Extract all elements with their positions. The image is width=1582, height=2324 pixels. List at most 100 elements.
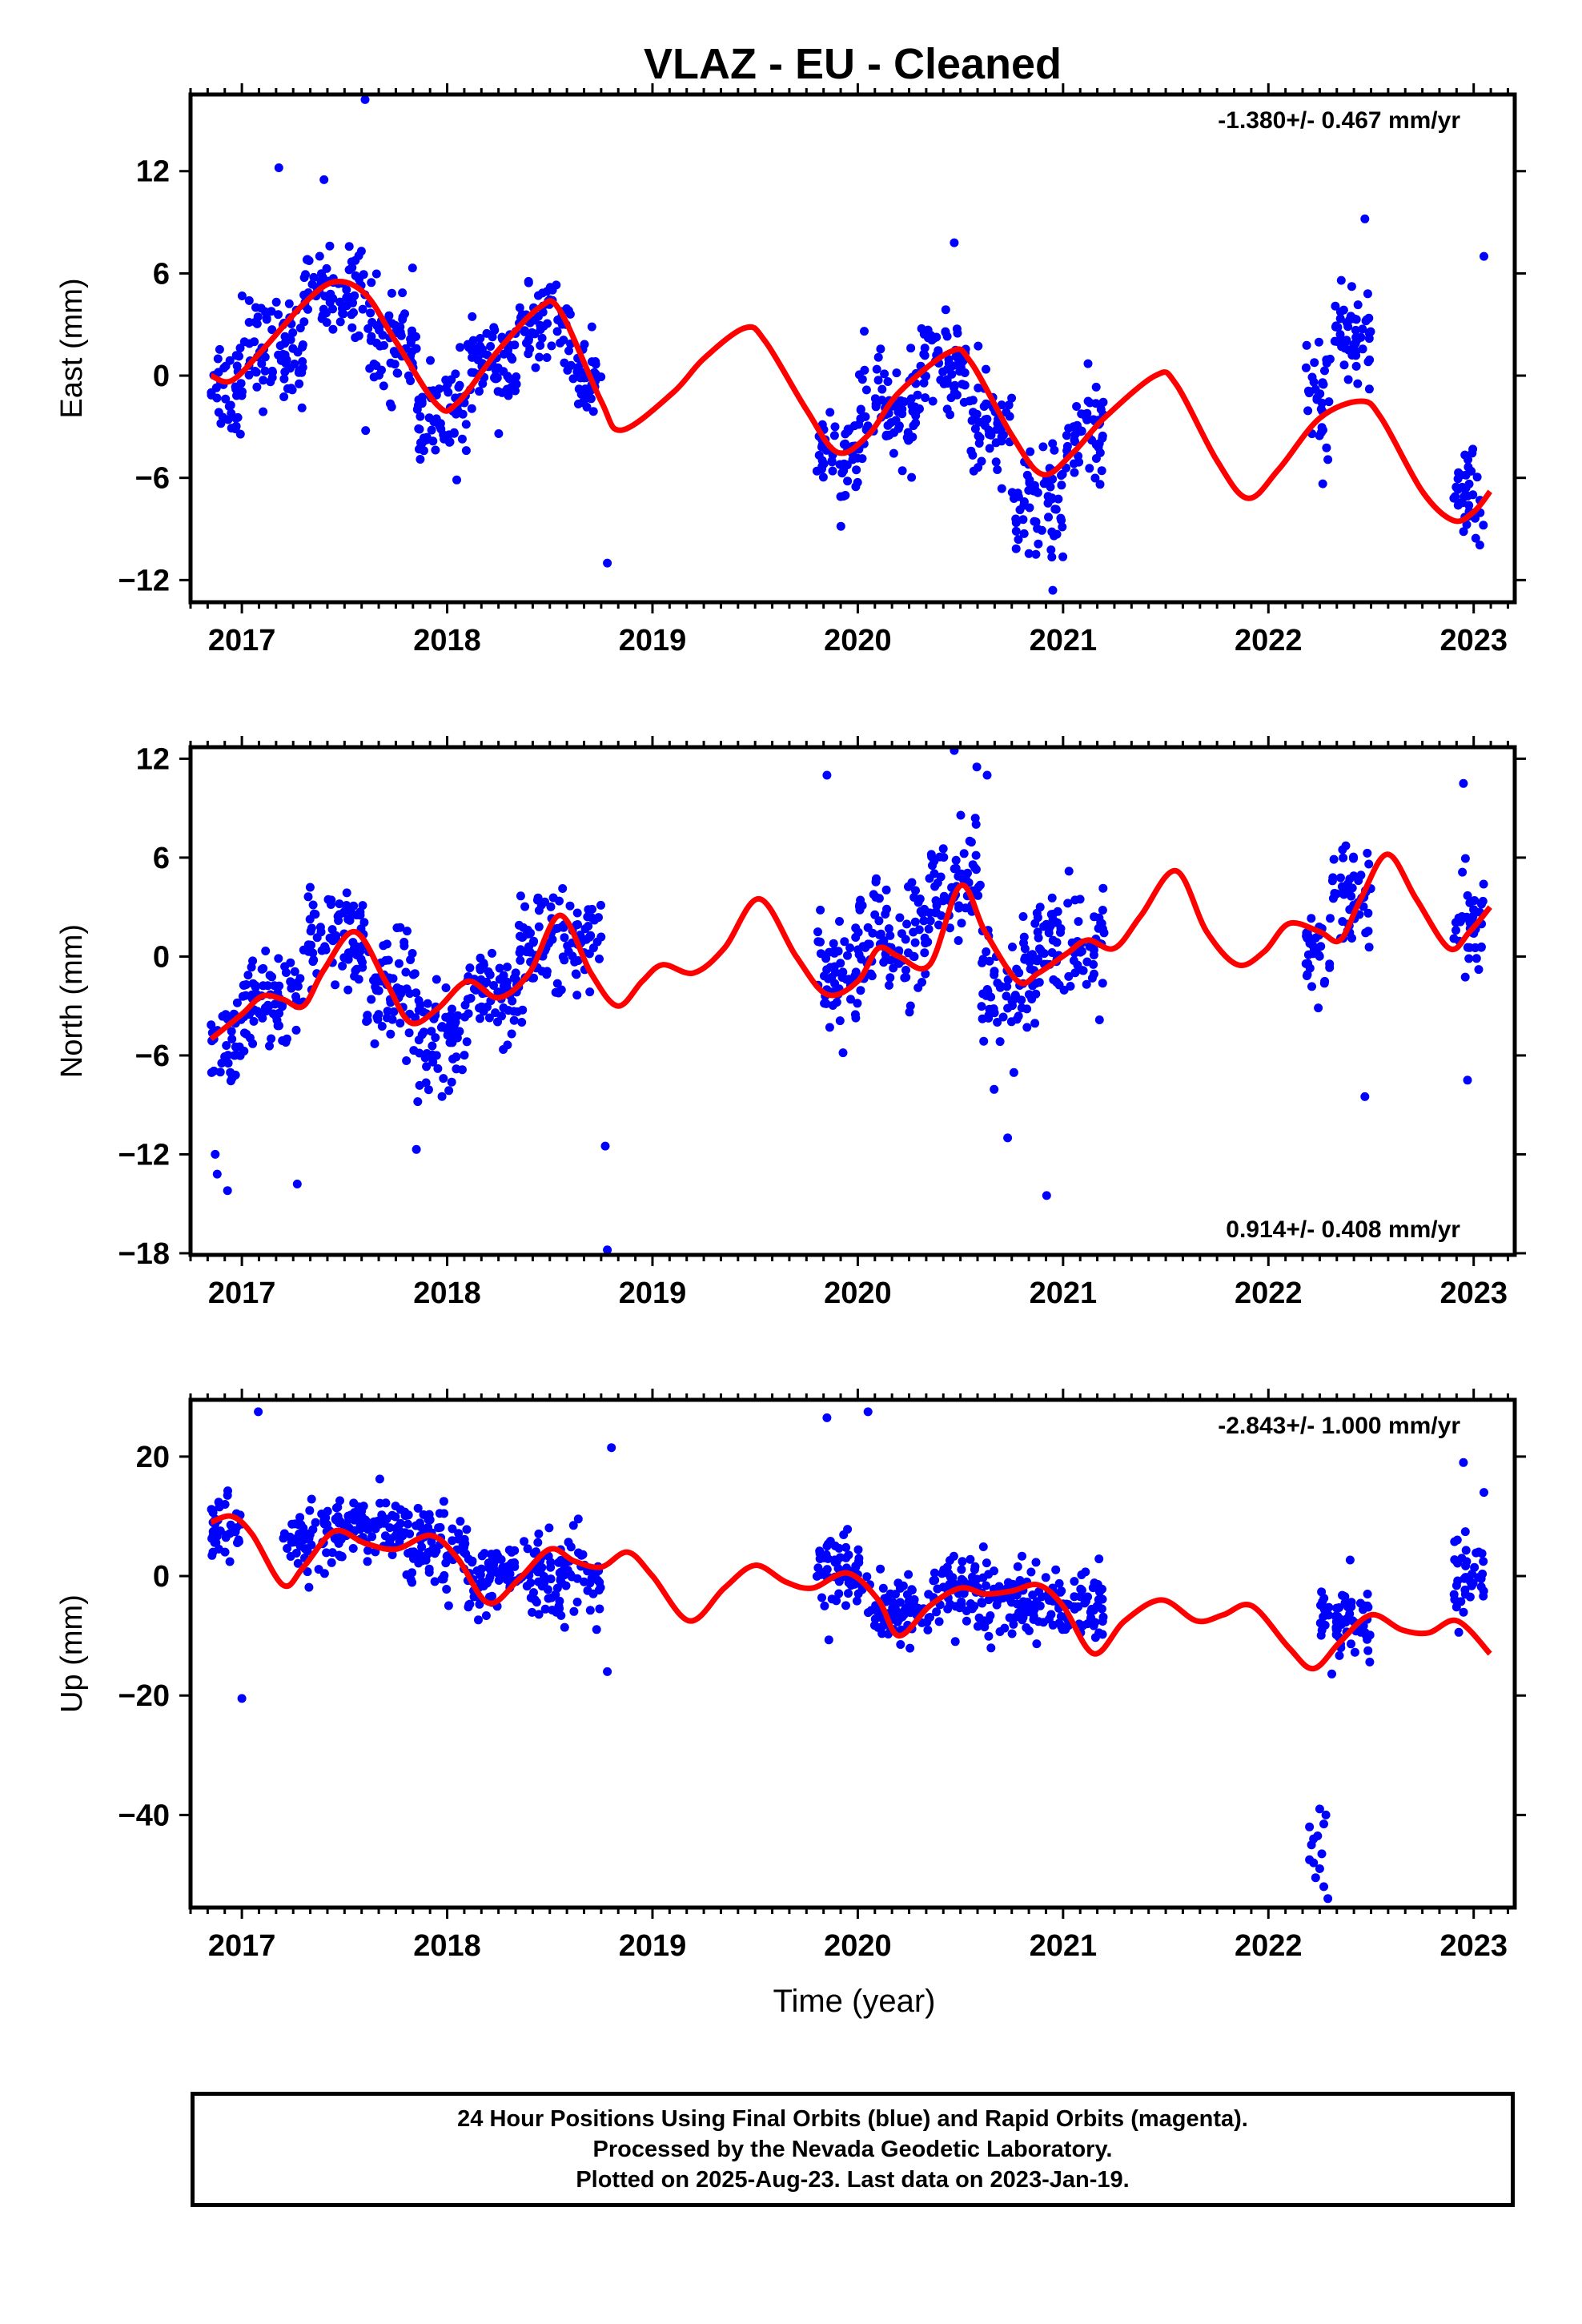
east-data-point bbox=[274, 310, 283, 320]
east-data-point bbox=[468, 352, 477, 362]
up-data-point bbox=[1094, 1628, 1104, 1638]
up-data-point bbox=[384, 1534, 394, 1543]
north-data-point bbox=[389, 1007, 399, 1016]
north-data-point bbox=[400, 938, 409, 947]
north-data-point bbox=[930, 856, 939, 866]
up-data-point bbox=[592, 1625, 601, 1634]
north-data-point bbox=[286, 977, 295, 987]
east-data-point bbox=[515, 303, 524, 312]
north-data-point bbox=[558, 884, 568, 893]
north-data-point bbox=[227, 1035, 237, 1043]
east-data-point bbox=[873, 352, 883, 362]
north-data-point bbox=[484, 1013, 494, 1023]
up-data-point bbox=[878, 1583, 888, 1593]
north-data-point bbox=[507, 1029, 516, 1039]
north-data-point bbox=[356, 955, 366, 964]
north-data-point bbox=[493, 987, 503, 997]
up-data-point bbox=[225, 1529, 235, 1538]
up-data-point bbox=[560, 1622, 569, 1632]
east-data-point bbox=[1005, 412, 1014, 421]
east-data-point bbox=[398, 288, 408, 298]
north-data-point bbox=[959, 849, 969, 858]
east-data-point bbox=[969, 466, 978, 476]
east-outlier-point bbox=[950, 238, 959, 247]
north-data-point bbox=[954, 901, 964, 911]
east-data-point bbox=[1468, 490, 1478, 500]
up-data-point bbox=[462, 1525, 472, 1534]
east-data-point bbox=[857, 454, 867, 464]
east-data-point bbox=[1033, 488, 1042, 497]
north-data-point bbox=[885, 980, 893, 990]
north-data-point bbox=[882, 904, 891, 914]
up-data-point bbox=[305, 1506, 315, 1515]
up-data-point bbox=[973, 1622, 982, 1631]
up-data-point bbox=[444, 1601, 453, 1610]
east-data-point bbox=[1083, 396, 1093, 406]
north-data-point bbox=[931, 908, 941, 918]
north-data-point bbox=[491, 1008, 500, 1018]
east-data-point bbox=[468, 312, 477, 321]
up-data-point bbox=[1021, 1600, 1030, 1610]
east-data-point bbox=[1454, 498, 1464, 508]
east-data-point bbox=[1050, 505, 1060, 514]
up-data-point bbox=[839, 1530, 849, 1539]
north-data-point bbox=[921, 969, 930, 979]
north-data-point bbox=[223, 1059, 233, 1068]
north-data-point bbox=[1452, 926, 1460, 935]
up-data-point bbox=[926, 1613, 934, 1622]
up-data-point bbox=[569, 1606, 579, 1616]
east-data-point bbox=[1062, 431, 1071, 440]
up-data-point bbox=[929, 1576, 938, 1586]
up-data-point bbox=[1051, 1565, 1061, 1574]
north-outlier-point bbox=[1459, 778, 1468, 788]
east-x-tick-label: 2021 bbox=[1030, 624, 1098, 657]
up-data-point bbox=[534, 1529, 544, 1538]
up-data-point bbox=[1054, 1578, 1064, 1588]
east-data-point bbox=[431, 445, 440, 455]
east-data-point bbox=[1019, 497, 1029, 506]
north-data-point bbox=[816, 905, 825, 915]
up-data-point bbox=[851, 1562, 861, 1572]
north-data-point bbox=[267, 1034, 276, 1043]
east-velocity-annotation: -1.380+/- 0.467 mm/yr bbox=[1218, 107, 1460, 134]
east-data-point bbox=[1453, 485, 1463, 494]
up-x-tick-label: 2019 bbox=[619, 1929, 687, 1963]
north-data-point bbox=[504, 1006, 513, 1015]
north-data-point bbox=[901, 935, 910, 944]
east-data-point bbox=[456, 343, 465, 352]
east-x-tick-label: 2020 bbox=[824, 624, 892, 657]
east-data-point bbox=[508, 355, 517, 364]
north-data-point bbox=[265, 971, 275, 980]
east-data-point bbox=[991, 438, 1001, 448]
east-y-tick-label: 12 bbox=[136, 155, 170, 189]
north-data-point bbox=[904, 948, 913, 958]
up-data-point bbox=[375, 1498, 384, 1508]
up-data-point bbox=[1041, 1573, 1050, 1582]
north-data-point bbox=[207, 1020, 216, 1030]
up-data-point bbox=[580, 1577, 588, 1586]
east-data-point bbox=[921, 393, 930, 403]
up-data-point bbox=[465, 1599, 475, 1609]
up-data-point bbox=[413, 1503, 423, 1513]
north-data-point bbox=[548, 893, 558, 903]
north-data-point bbox=[588, 943, 598, 953]
east-data-point bbox=[952, 324, 962, 334]
up-data-point bbox=[417, 1542, 427, 1552]
east-data-point bbox=[226, 400, 235, 410]
east-data-point bbox=[1031, 517, 1041, 527]
north-data-point bbox=[1364, 859, 1374, 869]
north-data-point bbox=[1008, 943, 1017, 951]
up-data-point bbox=[869, 1605, 879, 1614]
north-data-point bbox=[835, 917, 844, 926]
east-data-point bbox=[298, 357, 307, 366]
north-data-point bbox=[572, 970, 581, 979]
up-data-point bbox=[532, 1598, 541, 1607]
north-outlier-point bbox=[1003, 1133, 1013, 1143]
east-data-point bbox=[387, 402, 396, 412]
north-data-point bbox=[993, 1018, 1002, 1027]
north-data-point bbox=[894, 959, 904, 968]
east-data-point bbox=[929, 334, 938, 344]
east-data-point bbox=[928, 396, 938, 406]
north-data-point bbox=[511, 968, 520, 978]
north-data-point bbox=[1459, 913, 1468, 923]
